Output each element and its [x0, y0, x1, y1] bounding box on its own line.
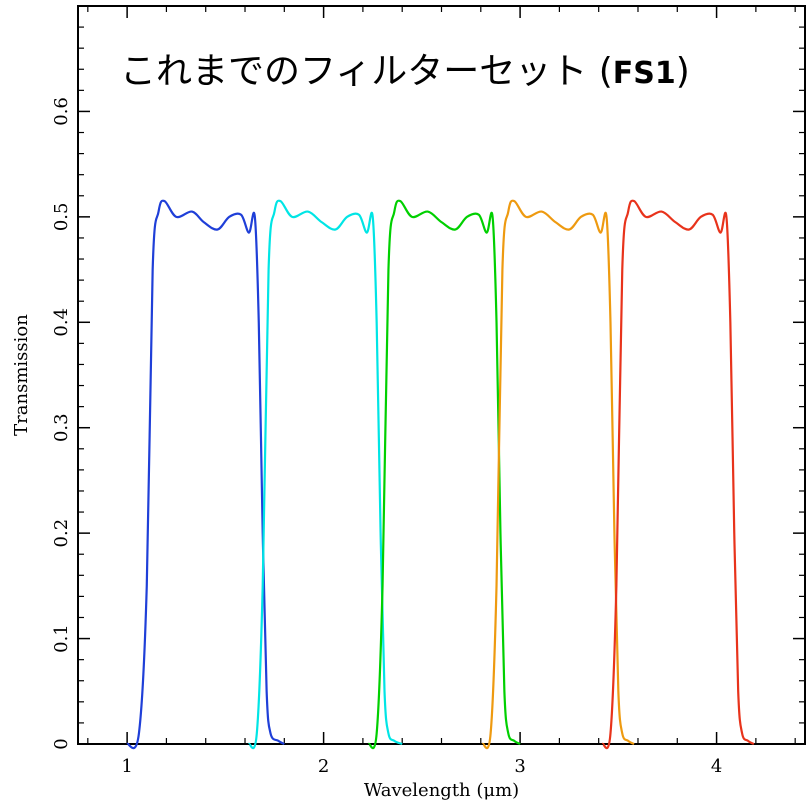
y-tick-label: 0: [51, 738, 72, 749]
chart-title-bold: FS1: [613, 56, 676, 91]
y-tick-label: 0.3: [51, 413, 72, 442]
x-tick-label: 4: [711, 756, 722, 777]
filter-curve-1: [126, 199, 285, 750]
series-layer: [126, 199, 755, 750]
y-tick-label: 0.6: [51, 97, 72, 126]
y-tick-label: 0.5: [51, 203, 72, 232]
filter-curve-4: [481, 199, 635, 750]
y-tick-label: 0.1: [51, 624, 72, 653]
filter-curve-5: [601, 199, 755, 750]
x-tick-label: 1: [121, 756, 132, 777]
chart-title-main: これまでのフィルターセット: [120, 51, 587, 92]
y-tick-label: 0.4: [51, 308, 72, 337]
x-axis-title: Wavelength (μm): [364, 780, 519, 801]
chart-title-open: (: [587, 51, 613, 92]
y-axis-title: Transmission: [11, 314, 32, 436]
chart-title: これまでのフィルターセット (FS1): [120, 51, 690, 92]
chart-title-close: ): [676, 51, 690, 92]
x-tick-label: 2: [318, 756, 329, 777]
y-tick-label: 0.2: [51, 519, 72, 548]
x-tick-label: 3: [514, 756, 525, 777]
filter-curve-3: [367, 199, 521, 750]
filter-curve-2: [247, 199, 403, 750]
